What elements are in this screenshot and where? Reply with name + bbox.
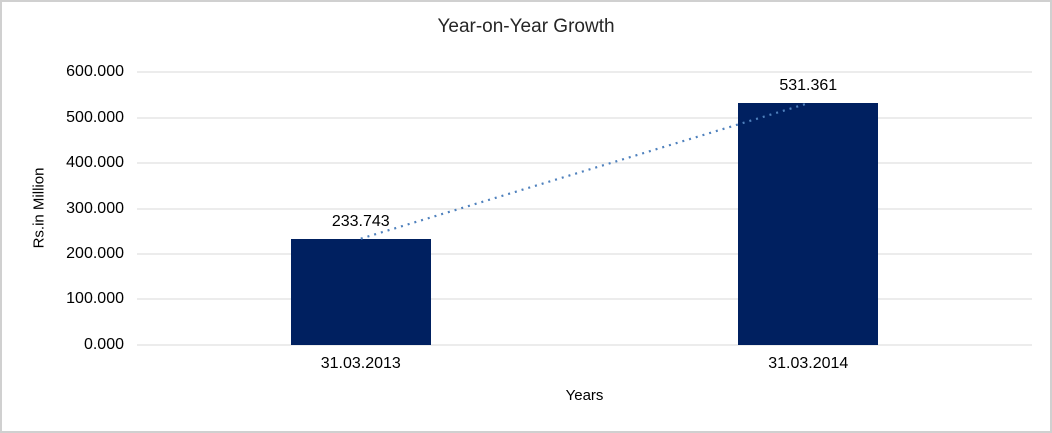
bar-slot: 531.361: [738, 72, 879, 345]
y-tick-label: 500.000: [66, 108, 124, 126]
chart-title: Year-on-Year Growth: [437, 16, 615, 37]
y-tick-label: 200.000: [66, 245, 124, 262]
x-category-label: 31.03.2013: [320, 355, 401, 372]
gridline: [137, 253, 1032, 255]
y-tick-label: 300.000: [66, 199, 124, 217]
bar: [738, 103, 879, 345]
bar-value-label: 233.743: [331, 212, 390, 230]
bar: [290, 238, 431, 345]
bar-value-label: 531.361: [779, 77, 838, 95]
y-tick-label: 400.000: [66, 153, 124, 171]
x-category-label: 31.03.2014: [768, 355, 849, 372]
y-axis-tick-labels: 600.000 500.000 400.000 300.000 200.000 …: [2, 63, 124, 353]
gridline: [137, 71, 1032, 73]
plot-area: 233.743 531.361: [137, 71, 1032, 346]
y-tick-label: 600.000: [66, 63, 124, 80]
gridline: [137, 344, 1032, 346]
x-axis-category-labels: 31.03.2013 31.03.2014: [137, 354, 1032, 374]
y-tick-label: 100.000: [66, 290, 124, 308]
gridline: [137, 298, 1032, 300]
gridline: [137, 117, 1032, 118]
gridline: [137, 162, 1032, 164]
y-tick-label: 0.000: [83, 336, 124, 353]
bar-slot: 233.743: [290, 72, 431, 345]
x-axis-title: Years: [565, 387, 604, 404]
gridline: [137, 208, 1032, 209]
